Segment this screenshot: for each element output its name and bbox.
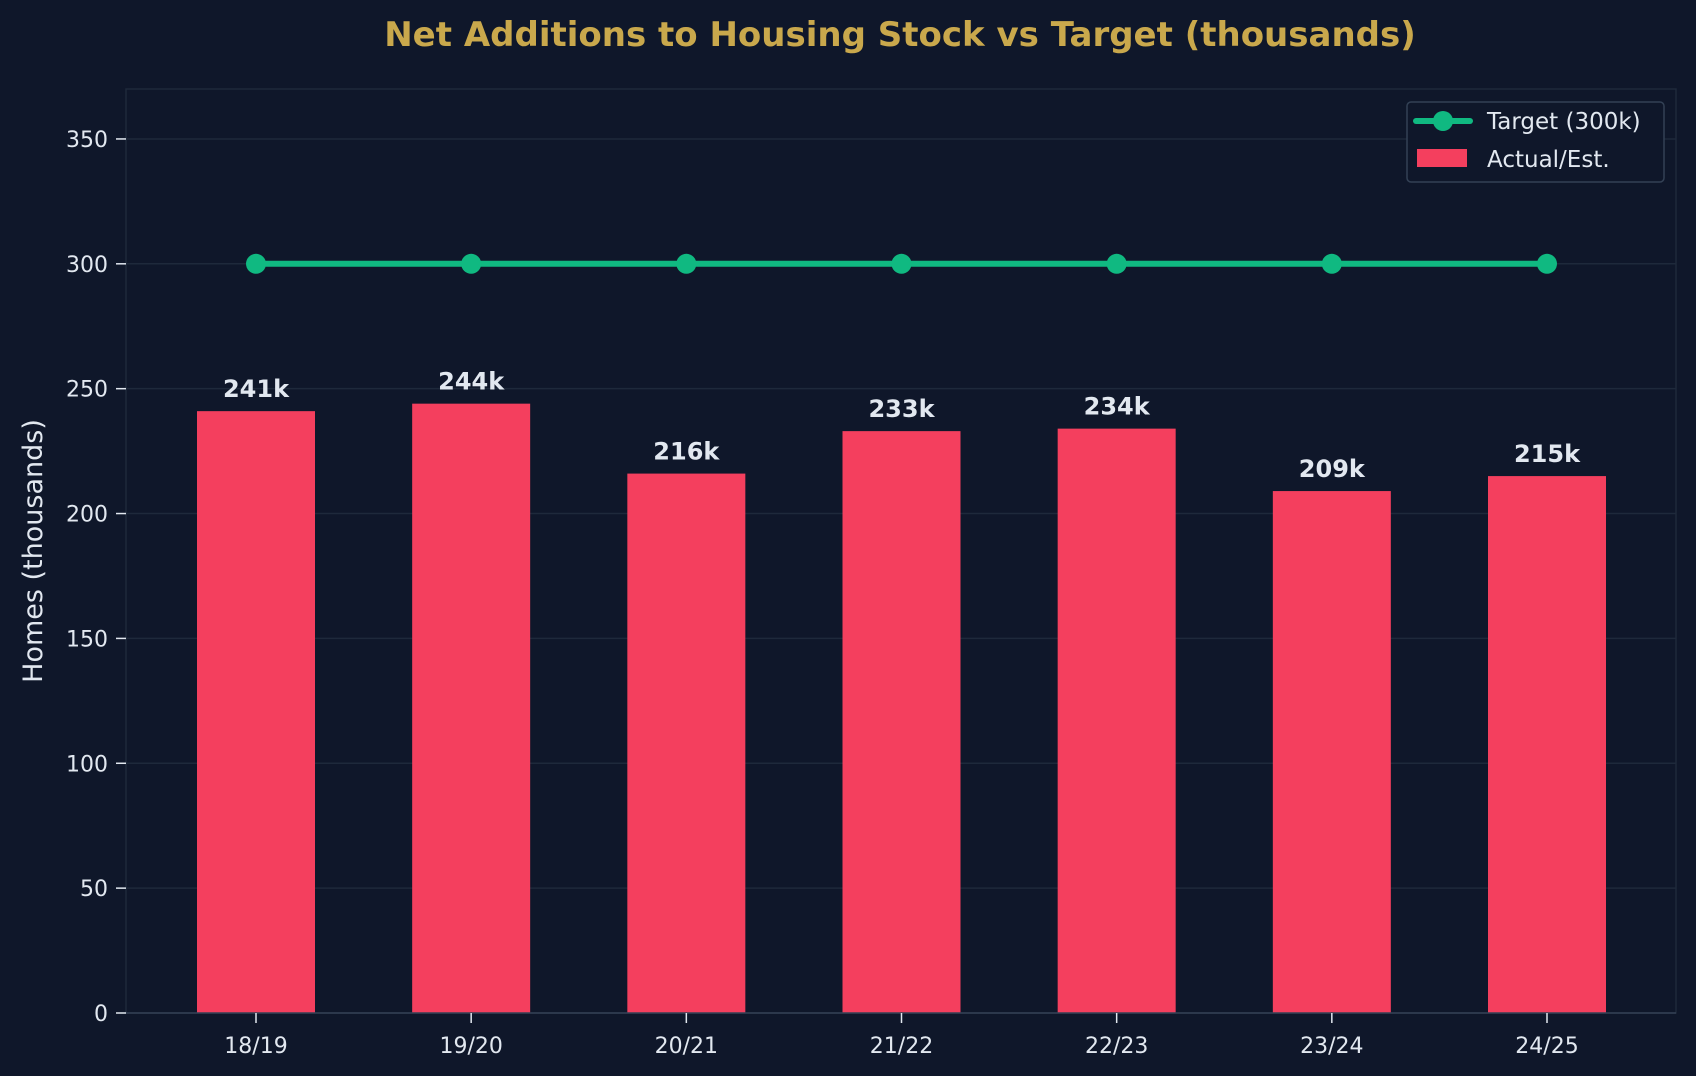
target-marker (1106, 253, 1127, 274)
bar (1272, 491, 1391, 1014)
bar-data-label: 234k (1084, 393, 1151, 421)
y-tick-label: 150 (66, 627, 108, 652)
legend: Target (300k) Actual/Est. (1406, 101, 1665, 183)
y-tick-label: 0 (94, 1002, 108, 1027)
y-tick-label: 250 (66, 378, 108, 403)
y-tick-label: 300 (66, 253, 108, 278)
x-tick-label: 21/22 (870, 1034, 933, 1059)
bar (1488, 476, 1606, 1014)
bar-data-label: 241k (223, 375, 290, 403)
bar-data-label: 233k (868, 395, 935, 423)
legend-target-label: Target (300k) (1486, 109, 1641, 135)
y-axis-label: Homes (thousands) (18, 419, 49, 683)
y-tick-label: 350 (66, 128, 108, 153)
bar (412, 403, 531, 1014)
legend-actual-label: Actual/Est. (1487, 147, 1610, 173)
y-tick-label: 200 (66, 503, 108, 528)
bars (197, 403, 1606, 1014)
bar (842, 431, 961, 1013)
bar-data-label: 216k (653, 438, 720, 466)
x-tick-label: 22/23 (1085, 1034, 1148, 1059)
y-tick-label: 100 (66, 752, 108, 777)
target-marker (891, 253, 912, 274)
target-marker (461, 253, 482, 274)
legend-target-marker-icon (1433, 111, 1453, 131)
target-line-series (246, 253, 1557, 274)
x-tick-label: 19/20 (439, 1034, 502, 1059)
x-tick-label: 18/19 (224, 1034, 287, 1059)
target-marker (1537, 253, 1557, 274)
chart-title: Net Additions to Housing Stock vs Target… (384, 15, 1416, 55)
target-marker (676, 253, 697, 274)
x-tick-label: 24/25 (1515, 1034, 1578, 1059)
target-marker (246, 253, 266, 274)
bar (627, 473, 746, 1014)
y-axis: 0 50 100 150 200 250 300 350 (66, 128, 126, 1027)
bar-data-label: 244k (438, 368, 505, 396)
x-tick-label: 20/21 (655, 1034, 718, 1059)
target-marker (1321, 253, 1342, 274)
bar (197, 411, 315, 1013)
bar (1057, 428, 1176, 1013)
bar-data-label: 215k (1514, 440, 1581, 468)
x-axis: 18/19 19/20 20/21 21/22 22/23 23/24 24/25 (126, 1012, 1676, 1059)
y-tick-label: 50 (80, 877, 108, 902)
bar-data-label: 209k (1299, 455, 1366, 483)
x-tick-label: 23/24 (1300, 1034, 1363, 1059)
legend-actual-swatch (1417, 149, 1467, 167)
bar-data-labels: 241k 244k 216k 233k 234k 209k 215k (223, 368, 1581, 483)
